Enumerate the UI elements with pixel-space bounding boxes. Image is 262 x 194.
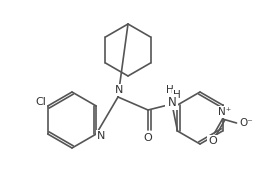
Text: N: N [97, 131, 105, 141]
Text: Cl: Cl [35, 97, 46, 107]
Text: N: N [168, 95, 176, 108]
Text: O: O [144, 133, 152, 143]
Text: N⁺: N⁺ [218, 107, 231, 117]
Text: N: N [115, 85, 123, 95]
Text: O⁻: O⁻ [240, 118, 253, 128]
Text: H
N: H N [166, 85, 174, 107]
Text: O: O [208, 136, 217, 146]
Text: H: H [173, 90, 181, 100]
